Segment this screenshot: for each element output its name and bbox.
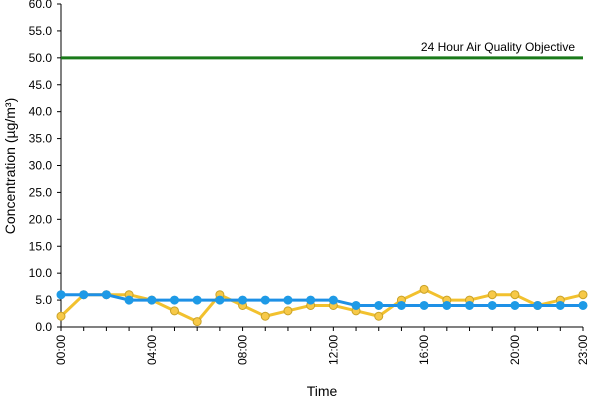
data-point <box>192 295 202 305</box>
data-point <box>306 295 316 305</box>
y-tick-label: 45.0 <box>29 78 53 92</box>
data-point <box>533 300 543 310</box>
y-tick-label: 15.0 <box>29 239 53 253</box>
data-point <box>510 290 520 300</box>
data-point <box>147 295 157 305</box>
data-point <box>260 311 270 321</box>
data-point <box>578 300 588 310</box>
data-point <box>283 295 293 305</box>
data-point <box>79 290 89 300</box>
data-point <box>192 317 202 327</box>
data-point <box>351 300 361 310</box>
y-tick-label: 10.0 <box>29 266 53 280</box>
y-tick-label: 35.0 <box>29 132 53 146</box>
x-axis-title: Time <box>307 383 338 399</box>
series-2 <box>56 290 588 310</box>
y-tick-label: 50.0 <box>29 51 53 65</box>
data-point <box>169 306 179 316</box>
data-point <box>510 300 520 310</box>
x-tick-label: 00:00 <box>54 335 68 365</box>
series-group <box>56 284 588 327</box>
y-tick-label: 5.0 <box>35 293 52 307</box>
y-axis-ticks: 0.0 5.0 10.0 15.0 20.0 25.0 30.0 35.0 40.0 45.0 50… <box>29 0 61 334</box>
data-point <box>555 300 565 310</box>
data-point <box>328 295 338 305</box>
data-point <box>442 300 452 310</box>
data-point <box>578 290 588 300</box>
data-point <box>215 295 225 305</box>
data-point <box>487 300 497 310</box>
x-tick-label: 16:00 <box>417 335 431 365</box>
data-point <box>56 290 66 300</box>
data-point <box>396 300 406 310</box>
data-point <box>169 295 179 305</box>
x-tick-label: 12:00 <box>326 335 340 365</box>
data-point <box>260 295 270 305</box>
data-point <box>487 290 497 300</box>
air-quality-objective-label: 24 Hour Air Quality Objective <box>421 40 575 54</box>
data-point <box>374 311 384 321</box>
data-point <box>283 306 293 316</box>
y-tick-label: 55.0 <box>29 24 53 38</box>
y-tick-label: 0.0 <box>35 320 52 334</box>
data-point <box>374 300 384 310</box>
y-tick-label: 40.0 <box>29 105 53 119</box>
data-point <box>419 300 429 310</box>
x-tick-label: 20:00 <box>508 335 522 365</box>
data-point <box>101 290 111 300</box>
y-tick-label: 20.0 <box>29 212 53 226</box>
y-tick-label: 30.0 <box>29 159 53 173</box>
x-tick-label: 23:00 <box>576 335 590 365</box>
data-point <box>465 300 475 310</box>
x-tick-label: 08:00 <box>236 335 250 365</box>
reference-line-group: 24 Hour Air Quality Objective <box>61 40 583 60</box>
y-tick-label: 60.0 <box>29 0 53 11</box>
y-axis-title: Concentration (µg/m³) <box>2 98 18 234</box>
x-tick-label: 04:00 <box>145 335 159 365</box>
data-point <box>238 295 248 305</box>
y-tick-label: 25.0 <box>29 185 53 199</box>
data-point <box>56 311 66 321</box>
data-point <box>124 295 134 305</box>
x-axis-ticks: 00:00 04:00 08:00 12:00 16:00 20:00 23:00 <box>54 327 590 365</box>
data-point <box>419 284 429 294</box>
